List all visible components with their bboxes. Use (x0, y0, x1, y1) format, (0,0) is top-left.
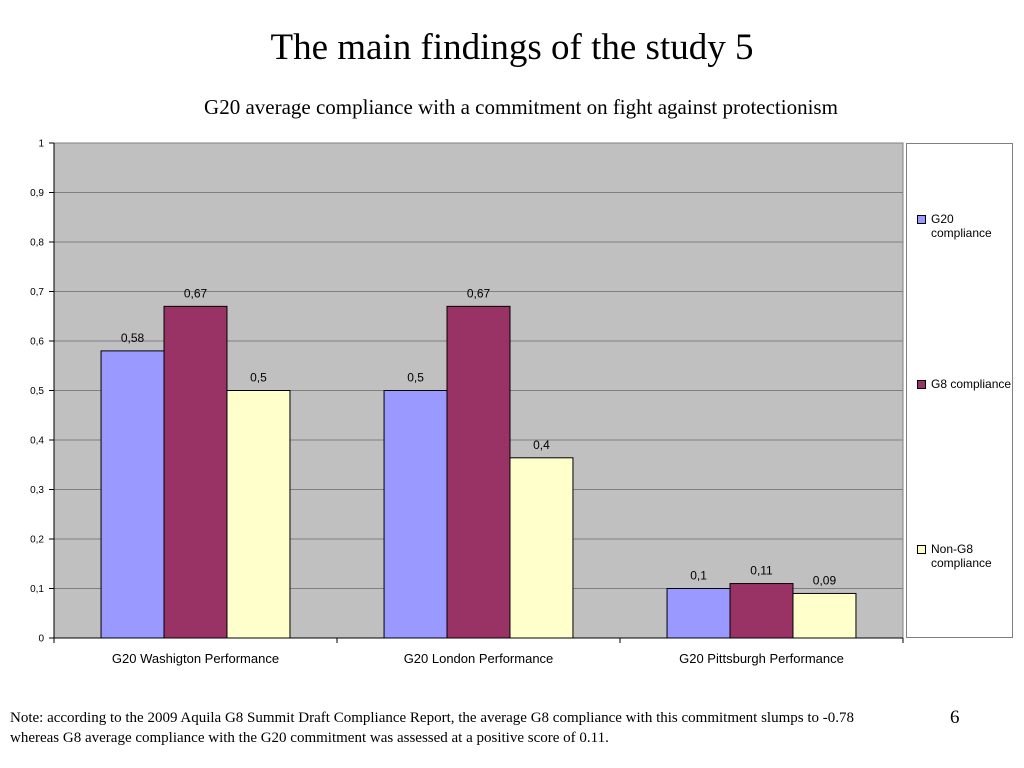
data-label: 0,4 (533, 438, 550, 452)
bar-chart: 0 0,1 0,2 0,3 0,4 0,5 0,6 0,7 0,8 0,9 1 G20 Washig… (30, 139, 904, 666)
y-tick-label: 0,6 (30, 337, 44, 348)
legend-label-g20: G20 compliance (931, 212, 992, 240)
y-tick-label: 0 (38, 634, 44, 645)
page-number: 6 (950, 707, 960, 728)
y-tick-label: 0,8 (30, 238, 44, 249)
bar (446, 305, 511, 639)
footnote-line-1: Note: according to the 2009 Aquila G8 Su… (10, 710, 854, 726)
legend-swatch-g8 (917, 380, 926, 389)
data-label: 0,67 (467, 286, 491, 300)
legend-swatch-g20 (917, 215, 926, 224)
legend-label-non-g8: Non-G8 compliance (931, 542, 992, 570)
data-label: 0,67 (184, 286, 208, 300)
slide-title: The main findings of the study 5 (270, 27, 754, 68)
data-label: 0,11 (750, 564, 773, 578)
bar (383, 390, 448, 639)
bar (226, 390, 291, 639)
bar (729, 583, 794, 639)
chart-title: G20 average compliance with a commitment… (204, 95, 838, 119)
bars (100, 305, 857, 639)
data-labels: 0,58 0,5 0,1 0,67 0,67 0,11 0,5 0,4 0,09 (121, 286, 837, 587)
footnote-line-2: whereas G8 average compliance with the G… (10, 730, 609, 746)
bar (163, 305, 228, 639)
legend-swatch-non-g8 (917, 545, 926, 554)
y-tick-label: 0,1 (30, 584, 44, 595)
footnote: Note: according to the 2009 Aquila G8 Su… (10, 708, 990, 748)
data-label: 0,1 (690, 569, 707, 583)
bar (792, 592, 857, 639)
y-tick-label: 0,9 (30, 188, 44, 199)
bar (666, 588, 731, 639)
x-tick-label: G20 London Performance (404, 651, 554, 666)
data-label: 0,5 (407, 371, 424, 385)
y-tick-label: 0,4 (30, 436, 44, 447)
y-tick-label: 0,3 (30, 485, 44, 496)
y-tick-label: 0,7 (30, 287, 44, 298)
data-label: 0,09 (813, 573, 837, 587)
data-label: 0,5 (250, 371, 267, 385)
bar (509, 457, 574, 639)
y-tick-label: 1 (38, 139, 44, 150)
x-axis: G20 Washigton Performance G20 London Perf… (53, 637, 904, 666)
y-tick-label: 0,5 (30, 386, 44, 397)
x-tick-label: G20 Washigton Performance (112, 651, 279, 666)
x-tick-label: G20 Pittsburgh Performance (679, 651, 844, 666)
data-label: 0,58 (121, 331, 145, 345)
y-axis: 0 0,1 0,2 0,3 0,4 0,5 0,6 0,7 0,8 0,9 1 (30, 139, 55, 645)
y-tick-label: 0,2 (30, 535, 44, 546)
legend: G20 compliance G8 compliance Non-G8 comp… (906, 143, 1013, 638)
legend-label-g8: G8 compliance (931, 377, 1012, 391)
bar (100, 350, 165, 639)
